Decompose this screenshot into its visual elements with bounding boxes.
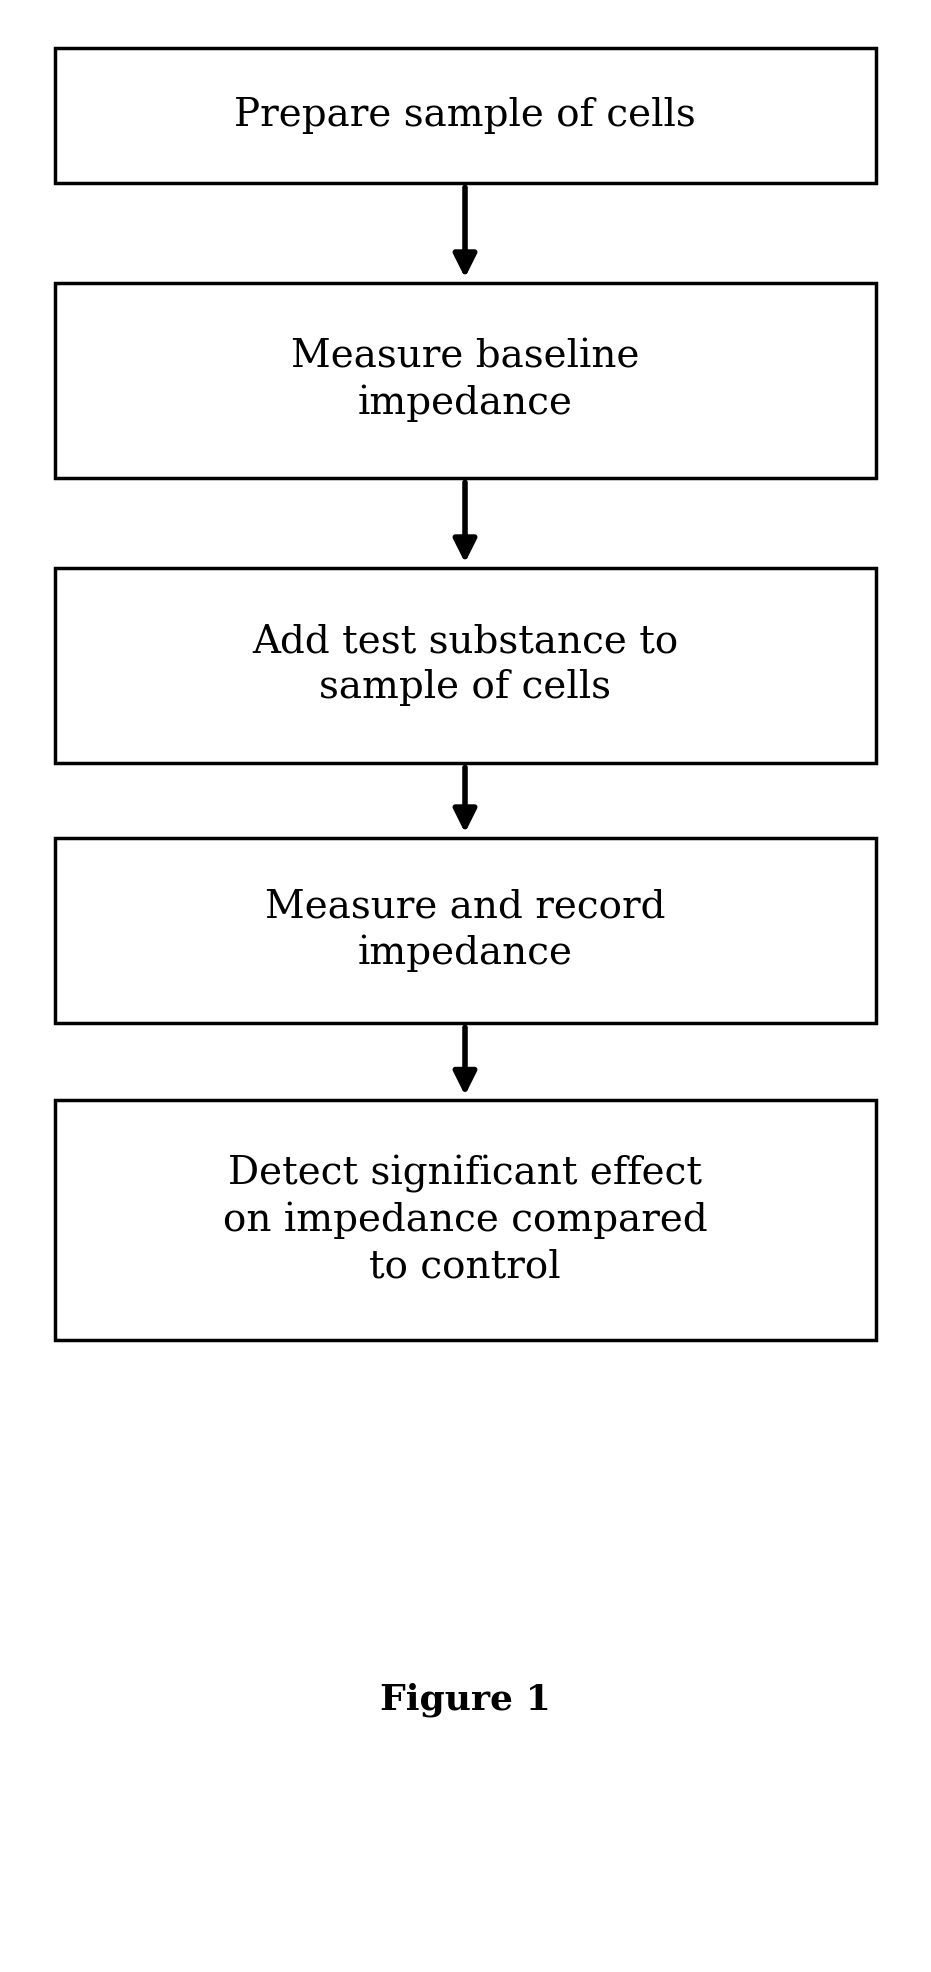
Text: Measure baseline
impedance: Measure baseline impedance [290,339,640,422]
Text: Detect significant effect
on impedance compared
to control: Detect significant effect on impedance c… [223,1156,708,1286]
Text: Add test substance to
sample of cells: Add test substance to sample of cells [252,623,678,706]
Text: Figure 1: Figure 1 [380,1682,550,1718]
Bar [55,838,876,1023]
Bar [55,47,876,183]
Text: Measure and record
impedance: Measure and record impedance [264,887,666,972]
Bar [55,1100,876,1341]
Text: Prepare sample of cells: Prepare sample of cells [234,97,695,134]
Bar [55,282,876,477]
Bar [55,568,876,763]
